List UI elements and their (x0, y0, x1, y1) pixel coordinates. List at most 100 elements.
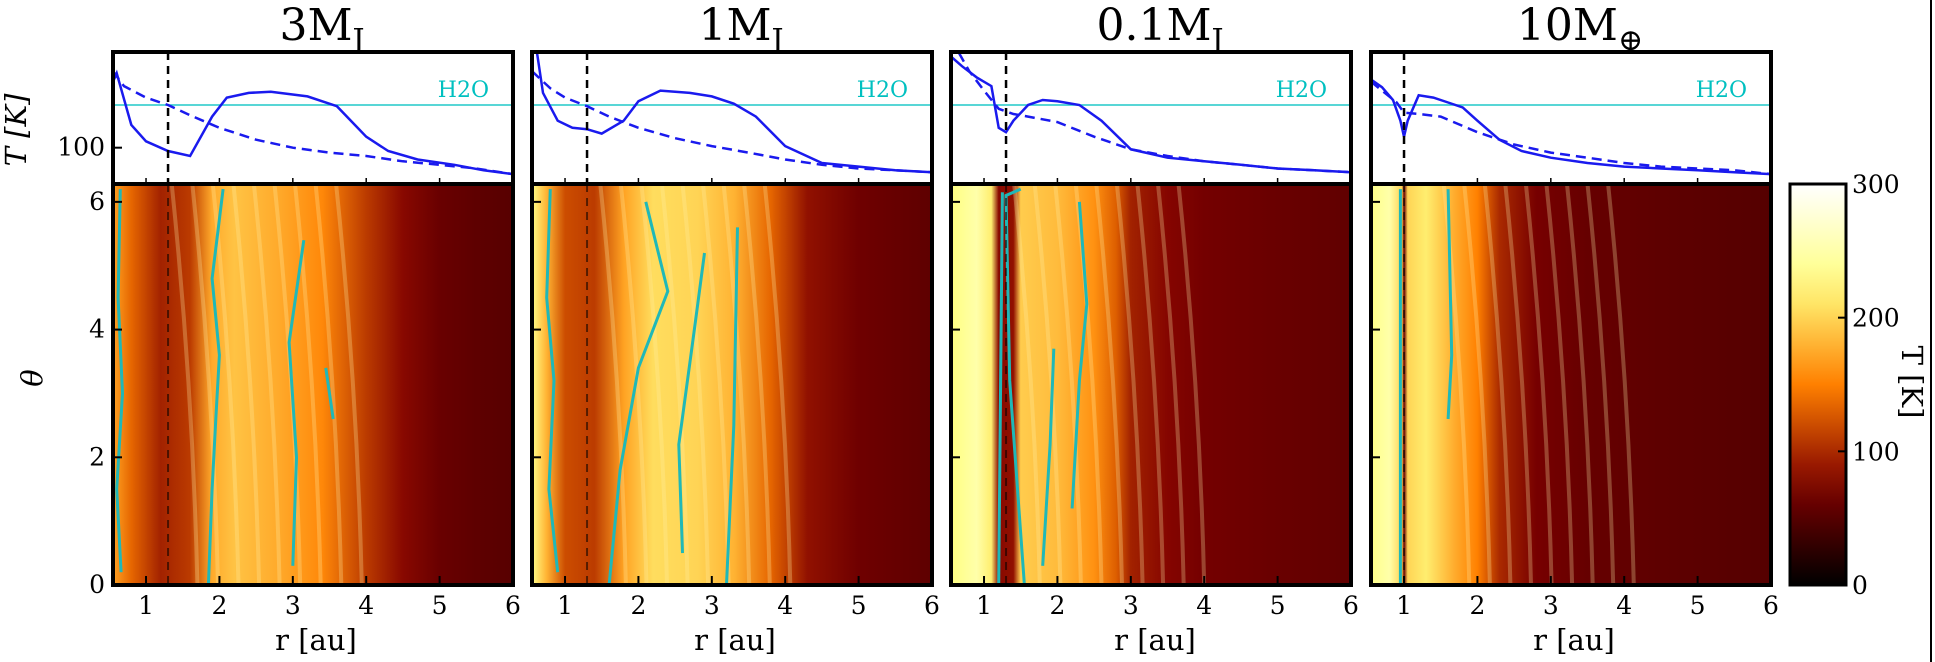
panels: H2O 100 1 2 3 4 5 6 0 2 4 6 H2O 1 2 3 4 5 6 H2O 1 2 3 4 5 6 H2O 1 2 3… (57, 50, 1779, 620)
top-ylabel: T [K] (0, 93, 33, 167)
xlabel-1mj: r [au] (694, 623, 776, 657)
ytick-label: 6 (89, 187, 105, 216)
ytick-label: 4 (89, 315, 105, 344)
xtick-label: 6 (505, 591, 521, 620)
snowline-contour (997, 192, 1004, 586)
xtick-label: 4 (1616, 591, 1632, 620)
density-streak (1503, 183, 1533, 586)
snowline-contour (1070, 201, 1089, 509)
temperature-lines (1371, 78, 1771, 176)
colorbar-label: T [K] (1895, 346, 1929, 419)
density-streak (680, 183, 711, 586)
top-panel-background (951, 52, 1351, 184)
top-panel-background (1371, 52, 1771, 184)
snowline-contours (1398, 189, 1454, 585)
density-streak (1053, 183, 1083, 586)
ytick-label: 2 (89, 442, 105, 471)
xlabel-10me: r [au] (1533, 623, 1615, 657)
panel-title-10me: 10M⊕ (1517, 0, 1643, 58)
top-panel-background (113, 52, 513, 184)
snowline-contour (677, 252, 706, 554)
density-streak (598, 183, 628, 586)
panel-3mj: H2O 100 1 2 3 4 5 6 0 2 4 6 (57, 50, 521, 620)
snowline-contour (115, 189, 125, 573)
density-streak (1565, 183, 1595, 586)
temperature-line-final (951, 55, 1351, 174)
temperature-map-01mj (951, 183, 1351, 586)
panel-title-1mj: 1MJ (698, 0, 783, 58)
h2o-label: H2O (1696, 78, 1747, 103)
snowline-contour (725, 227, 739, 586)
density-streak (618, 183, 649, 586)
snowline-contour (545, 189, 560, 573)
top-panel-frame (111, 50, 515, 186)
temperature-line-final (1371, 78, 1771, 176)
snowline-contour (206, 188, 225, 586)
colorbar-tick-label: 100 (1852, 437, 1900, 466)
snowline-contour (1446, 189, 1454, 420)
xtick-label: 4 (777, 591, 793, 620)
xtick-label: 3 (1123, 591, 1139, 620)
panel-1mj: H2O 1 2 3 4 5 6 (530, 50, 940, 620)
snowline-contours (997, 187, 1089, 586)
temperature-map-fill (1371, 184, 1771, 585)
xtick-label: 3 (285, 591, 301, 620)
density-streak (1156, 183, 1186, 586)
density-streak (762, 183, 793, 586)
temperature-lines (951, 52, 1351, 174)
xlabel-01mj: r [au] (1114, 623, 1196, 657)
colorbar-tick-label: 200 (1852, 304, 1900, 333)
xtick-label: 2 (211, 591, 227, 620)
density-streak (1462, 183, 1492, 586)
temperature-line-final (535, 52, 932, 174)
xtick-label: 1 (138, 591, 154, 620)
top-panel-frame (530, 50, 934, 186)
density-streak (659, 183, 690, 586)
temperature-line-initial (1371, 80, 1771, 176)
temperature-map-3mj (113, 183, 513, 586)
density-streak (313, 183, 344, 586)
temperature-line-initial (956, 52, 1351, 174)
xtick-label: 1 (1396, 591, 1412, 620)
temperature-line-final (113, 69, 513, 176)
xtick-label: 3 (1543, 591, 1559, 620)
h2o-label: H2O (857, 78, 908, 103)
xtick-label: 1 (976, 591, 992, 620)
density-streak (1012, 183, 1042, 586)
xlabel-3mj: r [au] (275, 623, 357, 657)
xtick-label: 5 (851, 591, 867, 620)
density-streak (190, 183, 220, 586)
bottom-ylabel: θ (15, 369, 49, 386)
density-streak (231, 183, 262, 586)
temperature-map-1mj (532, 183, 932, 586)
density-streak (1606, 183, 1636, 586)
snowline-contours (545, 189, 739, 586)
panel-10me: H2O 1 2 3 4 5 6 (1369, 50, 1779, 620)
density-streak (293, 183, 323, 586)
snowline-contour (1041, 348, 1056, 566)
density-streak (334, 183, 364, 586)
temperature-profile-10me: H2O (1371, 52, 1771, 184)
snowline-contour (607, 201, 670, 586)
snowline-contours (115, 188, 335, 586)
xtick-label: 6 (924, 591, 940, 620)
colorbar-tick-label: 0 (1852, 571, 1868, 600)
temperature-map-10me (1371, 183, 1771, 586)
density-streak (1585, 183, 1616, 586)
temperature-map-fill (532, 184, 932, 585)
xtick-label: 2 (1049, 591, 1065, 620)
xtick-label: 2 (630, 591, 646, 620)
ytick-label: 0 (89, 570, 105, 599)
xtick-label: 5 (1690, 591, 1706, 620)
temperature-profile-01mj: H2O (951, 52, 1351, 184)
density-streak (721, 183, 752, 586)
temperature-line-initial (532, 70, 932, 174)
top-ytick-label: 100 (57, 133, 105, 162)
density-streak (1523, 183, 1554, 586)
density-streak (742, 183, 772, 586)
panel-title-3mj: 3MJ (279, 0, 364, 58)
xtick-label: 5 (1270, 591, 1286, 620)
density-streak (169, 183, 200, 586)
xtick-label: 6 (1343, 591, 1359, 620)
xtick-label: 2 (1469, 591, 1485, 620)
